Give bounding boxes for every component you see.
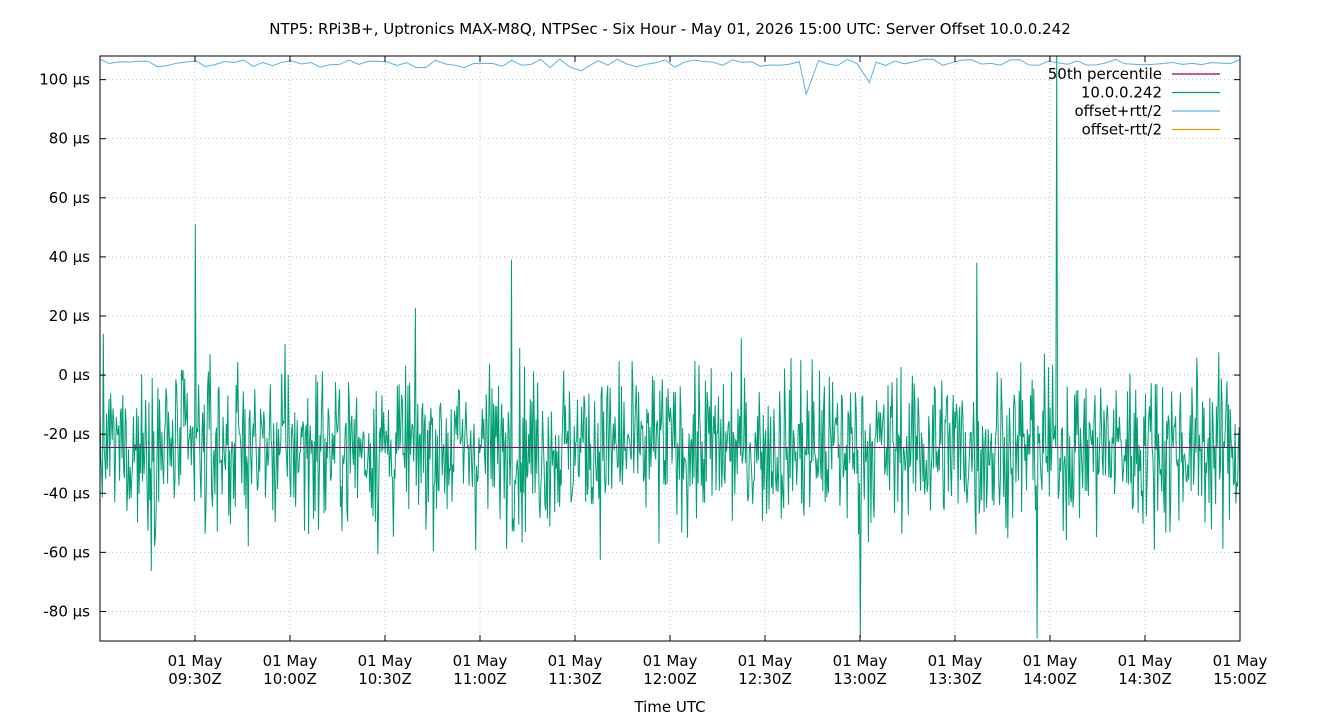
x-tick-label-time: 10:00Z <box>263 670 317 688</box>
x-tick-label-date: 01 May <box>833 652 888 670</box>
x-tick-label-time: 11:30Z <box>548 670 602 688</box>
x-tick-label-time: 13:00Z <box>833 670 887 688</box>
x-tick-label-date: 01 May <box>1023 652 1078 670</box>
x-tick-label-time: 14:30Z <box>1118 670 1172 688</box>
x-tick-label-date: 01 May <box>643 652 698 670</box>
y-tick-label: -60 µs <box>43 543 90 561</box>
legend-label: 50th percentile <box>1048 65 1162 83</box>
x-tick-label-time: 13:30Z <box>928 670 982 688</box>
x-axis-label: Time UTC <box>633 698 705 716</box>
x-tick-label-date: 01 May <box>928 652 983 670</box>
x-tick-label-date: 01 May <box>738 652 793 670</box>
x-tick-label-time: 10:30Z <box>358 670 412 688</box>
x-tick-label-date: 01 May <box>1213 652 1268 670</box>
y-tick-label: 60 µs <box>49 189 90 207</box>
y-tick-label: 40 µs <box>49 248 90 266</box>
series-offset-line <box>99 55 1241 639</box>
x-tick-label-date: 01 May <box>548 652 603 670</box>
y-tick-label: 20 µs <box>49 307 90 325</box>
x-tick-label-time: 15:00Z <box>1213 670 1267 688</box>
x-tick-label-date: 01 May <box>263 652 318 670</box>
y-tick-label: -80 µs <box>43 602 90 620</box>
y-tick-label: 0 µs <box>58 366 90 384</box>
x-tick-label-date: 01 May <box>168 652 223 670</box>
y-tick-label: -20 µs <box>43 425 90 443</box>
y-tick-label: -40 µs <box>43 484 90 502</box>
x-tick-label-time: 11:00Z <box>453 670 507 688</box>
x-tick-label-time: 09:30Z <box>168 670 222 688</box>
legend-label: 10.0.0.242 <box>1081 84 1162 102</box>
grid-lines <box>100 56 1241 641</box>
y-tick-label: 80 µs <box>49 130 90 148</box>
x-tick-label-date: 01 May <box>453 652 508 670</box>
x-tick-label-time: 14:00Z <box>1023 670 1077 688</box>
legend: 50th percentile10.0.0.242offset+rtt/2off… <box>1048 65 1220 139</box>
y-axis: 100 µs 80 µs 60 µs 40 µs 20 µs 0 µs -20 µs -40 … <box>39 71 1240 620</box>
x-tick-label-date: 01 May <box>1118 652 1173 670</box>
x-tick-label-time: 12:00Z <box>643 670 697 688</box>
plot-area <box>99 55 1241 639</box>
x-tick-label-time: 12:30Z <box>738 670 792 688</box>
legend-label: offset-rtt/2 <box>1082 121 1162 139</box>
y-tick-label: 100 µs <box>39 71 90 89</box>
legend-label: offset+rtt/2 <box>1074 102 1162 120</box>
chart-title: NTP5: RPi3B+, Uptronics MAX-M8Q, NTPSec … <box>269 20 1071 38</box>
x-tick-label-date: 01 May <box>358 652 413 670</box>
